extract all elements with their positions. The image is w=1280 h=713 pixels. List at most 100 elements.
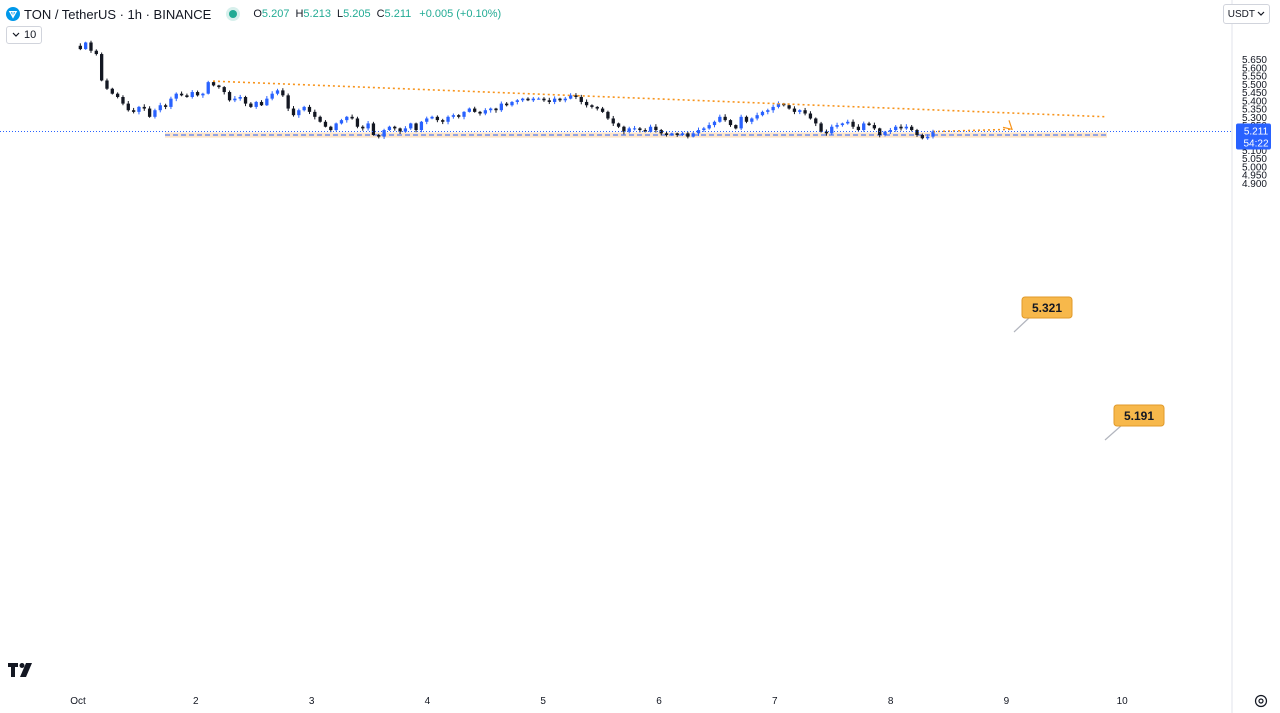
candle-body	[798, 110, 802, 112]
candle-body	[920, 134, 924, 139]
candle-body	[792, 108, 797, 112]
projection-line[interactable]	[932, 128, 1011, 133]
candle-body	[728, 120, 733, 126]
symbol-label[interactable]: TON / TetherUS · 1h · BINANCE	[24, 6, 212, 22]
close-value: 5.211	[384, 8, 412, 20]
price-tick-label: 5.550	[1242, 72, 1267, 83]
candle-body	[862, 123, 866, 131]
candle-body	[105, 80, 109, 89]
candle-body	[270, 93, 274, 99]
candle-body	[275, 90, 280, 94]
candle-body	[435, 116, 440, 121]
candle-body	[659, 130, 663, 134]
candle-body	[350, 116, 354, 119]
candle-body	[190, 92, 194, 97]
candle-body	[712, 121, 717, 126]
candle-body	[323, 121, 328, 127]
candle-body	[851, 121, 855, 127]
candle-body	[595, 106, 599, 109]
candle-body	[462, 111, 466, 117]
candle-body	[499, 103, 503, 111]
candlestick-series	[78, 40, 935, 140]
candle-body	[867, 123, 871, 126]
candle-body	[611, 118, 615, 124]
candle-body	[568, 95, 573, 99]
candle-body	[894, 126, 898, 131]
candle-body	[211, 82, 216, 86]
price-tick-label: 5.500	[1242, 80, 1267, 91]
price-tick-label: 5.600	[1242, 63, 1267, 74]
candle-body	[249, 103, 253, 107]
price-tick-label: 5.000	[1242, 162, 1267, 173]
candle-body	[718, 116, 722, 122]
candle-body	[142, 106, 146, 109]
candle-body	[739, 116, 743, 129]
currency-select[interactable]: USDT	[1222, 4, 1270, 24]
candle-body	[808, 113, 813, 119]
candle-body	[606, 111, 610, 119]
candle-body	[664, 133, 669, 135]
volume-toggle[interactable]: 10	[6, 26, 43, 44]
descending-trendline[interactable]	[212, 80, 1108, 118]
symbol-header: TON / TetherUS · 1h · BINANCE O 5.207 H 5.…	[6, 5, 501, 23]
candle-body	[425, 118, 429, 122]
candle-body	[675, 133, 679, 135]
callout-badge-label: 5.191	[1124, 409, 1154, 423]
candle-body	[78, 45, 82, 50]
candle-body	[531, 98, 535, 101]
callout-badge[interactable]	[1021, 296, 1073, 319]
candle-body	[398, 128, 402, 132]
candle-body	[723, 116, 727, 121]
settings-gear-icon[interactable]	[1254, 694, 1268, 711]
currency-value: USDT	[1227, 8, 1255, 20]
price-tick-label: 4.900	[1242, 179, 1267, 190]
candle-body	[377, 134, 381, 137]
time-tick-label: 4	[425, 696, 431, 707]
candle-body	[536, 98, 541, 100]
candle-body	[515, 100, 519, 102]
candle-body	[584, 101, 589, 106]
time-tick-label: 6	[656, 696, 662, 707]
time-tick-label: 9	[1004, 696, 1010, 707]
candle-body	[600, 108, 605, 112]
close-label: C	[376, 8, 385, 20]
price-tick-label: 4.950	[1242, 171, 1267, 182]
callout-badge[interactable]	[1113, 404, 1165, 427]
candle-body	[590, 105, 594, 107]
candle-body	[670, 133, 674, 135]
candle-body	[281, 90, 285, 96]
candle-body	[856, 126, 861, 131]
candle-body	[110, 88, 114, 94]
price-tick-label: 5.350	[1242, 105, 1267, 116]
chevron-down-icon	[1257, 11, 1265, 16]
candle-body	[451, 115, 456, 117]
candle-body	[707, 125, 711, 129]
candle-body	[830, 126, 834, 134]
candle-body	[819, 123, 823, 132]
candle-body	[227, 92, 232, 101]
candle-body	[430, 116, 434, 119]
candle-body	[755, 115, 759, 119]
candle-body	[638, 128, 642, 131]
candle-body	[547, 100, 551, 102]
candle-body	[563, 98, 567, 101]
price-tick-label: 5.400	[1242, 96, 1267, 107]
candle-body	[910, 126, 914, 131]
callout-badge-label: 5.321	[1032, 301, 1062, 315]
candle-body	[361, 126, 365, 129]
candle-body	[840, 123, 845, 126]
candle-body	[233, 98, 237, 101]
candle-body	[147, 108, 152, 117]
candle-body	[760, 111, 765, 116]
candle-body	[521, 98, 525, 101]
candle-body	[483, 110, 487, 114]
candle-body	[574, 95, 578, 97]
candle-body	[94, 50, 98, 55]
support-zone-rect[interactable]	[165, 132, 1107, 138]
candle-body	[750, 118, 754, 122]
tradingview-logo[interactable]	[8, 662, 36, 682]
candle-body	[627, 128, 631, 132]
candle-body	[931, 131, 935, 137]
candle-body	[478, 111, 482, 114]
